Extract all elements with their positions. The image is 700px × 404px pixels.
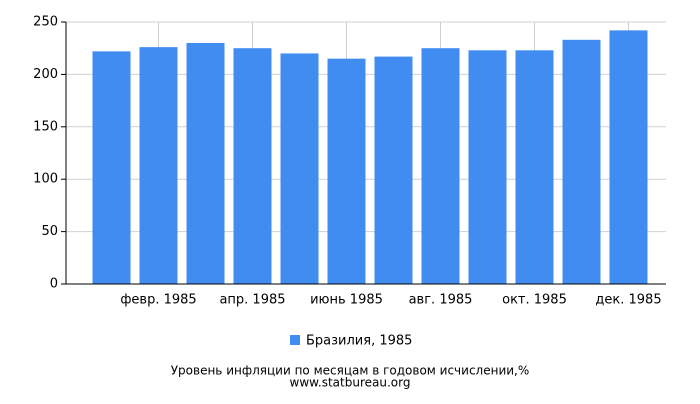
y-tick-label: 100 (33, 172, 58, 187)
x-tick-label: окт. 1985 (502, 293, 567, 308)
y-tick-label: 200 (33, 67, 58, 82)
y-tick-label: 150 (33, 119, 58, 134)
bar (562, 39, 601, 285)
y-tick-label: 0 (50, 277, 58, 292)
y-tick-label: 50 (41, 224, 58, 239)
chart-title: Уровень инфляции по месяцам в годовом ис… (171, 364, 530, 378)
bar (233, 48, 272, 285)
bar (421, 48, 460, 285)
bar (374, 56, 413, 284)
x-tick-label: февр. 1985 (120, 293, 196, 308)
legend-label: Бразилия, 1985 (306, 334, 412, 349)
bar (468, 50, 507, 284)
bar (92, 51, 131, 285)
bar (139, 47, 178, 284)
source: www.statbureau.org (290, 376, 411, 390)
bar (327, 58, 366, 285)
bar (186, 42, 225, 285)
y-tick-label: 250 (33, 15, 58, 30)
legend-swatch (290, 335, 300, 345)
x-tick-label: авг. 1985 (409, 293, 473, 308)
x-tick-label: апр. 1985 (219, 293, 285, 308)
bar (515, 50, 554, 284)
x-tick-label: дек. 1985 (595, 293, 661, 308)
x-tick-label: июнь 1985 (310, 293, 383, 308)
bar (609, 30, 648, 284)
bar (280, 53, 319, 284)
